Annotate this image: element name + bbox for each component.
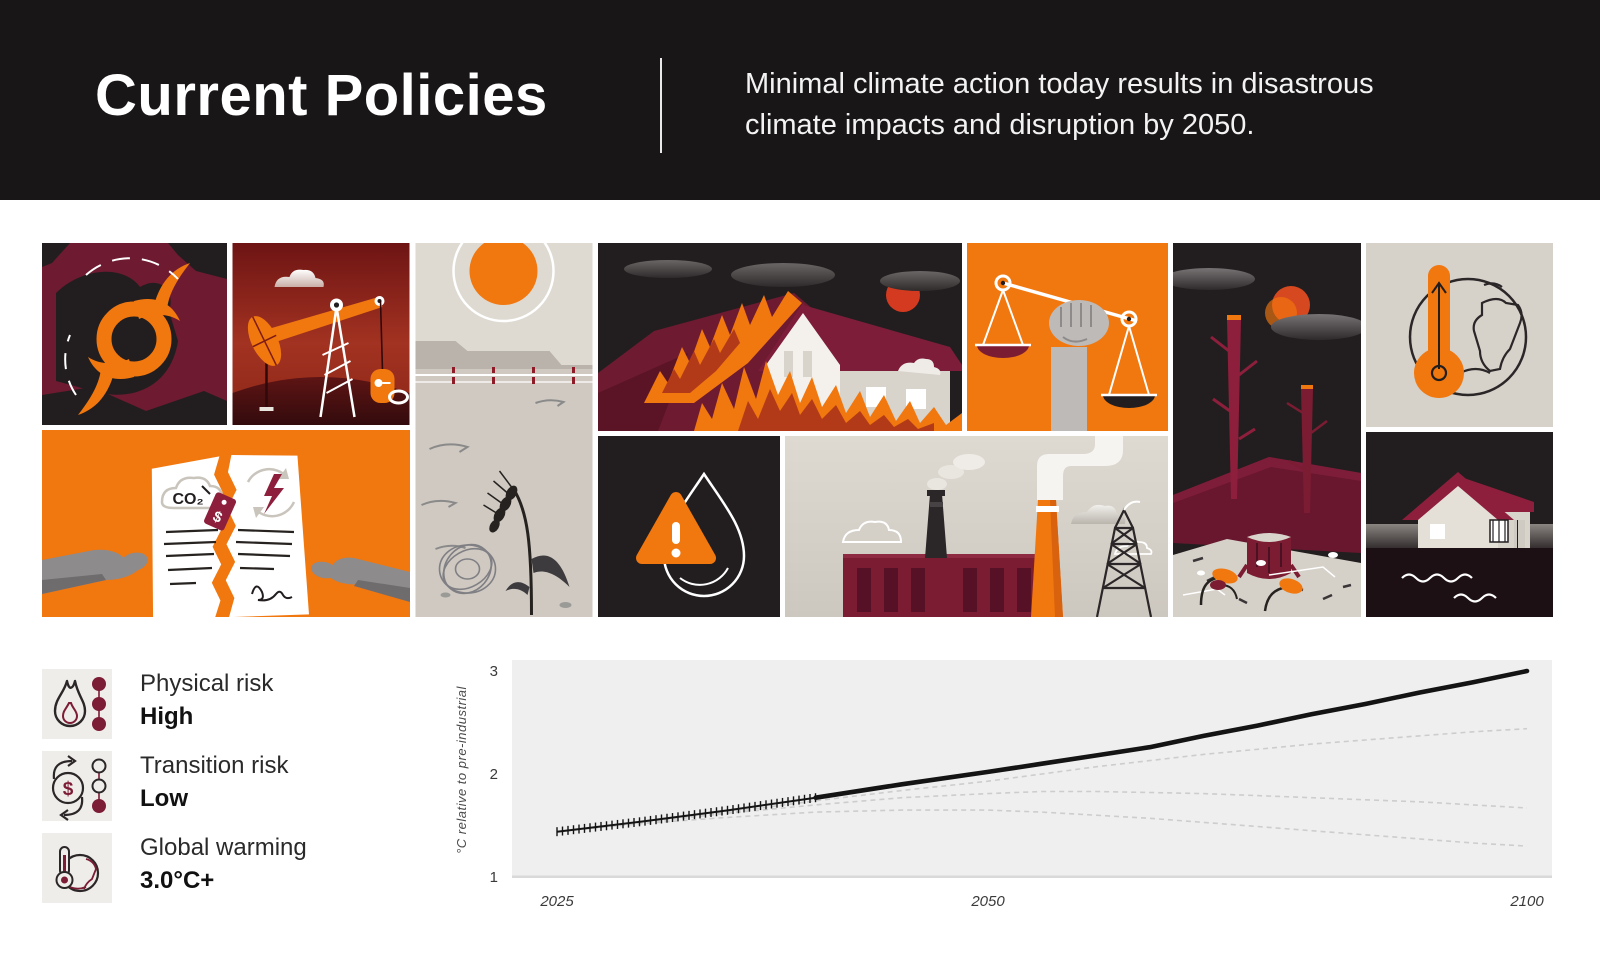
- factory-icon: [785, 436, 1168, 617]
- svg-text:2050: 2050: [970, 893, 1005, 910]
- warming-trajectory-chart: 3 2 1 °C relative to pre-industrial 2025 2050…: [440, 630, 1600, 935]
- global-warming-icon-tile: [42, 833, 112, 903]
- legend-item-physical-risk: Physical risk High: [42, 669, 442, 739]
- tile-fossil-industry-illustration: [785, 436, 1168, 617]
- drought-icon: [415, 243, 593, 617]
- global-warming-label: Global warming: [140, 834, 307, 861]
- transition-risk-value: Low: [140, 785, 188, 812]
- wildfire-icon: [598, 243, 962, 431]
- pumpjack-icon: [232, 243, 410, 425]
- transition-risk-label: Transition risk: [140, 752, 289, 779]
- illustration-mosaic: CO₂ $: [42, 243, 1553, 617]
- dead-forest-icon: [1173, 243, 1361, 617]
- tile-flooded-house-illustration: [1366, 432, 1553, 617]
- legend-item-transition-risk: $ Transition risk Low: [42, 751, 442, 821]
- physical-risk-value: High: [140, 703, 194, 730]
- subtitle-line-1: Minimal climate action today results in …: [745, 68, 1374, 100]
- page-title: Current Policies: [95, 63, 548, 128]
- tile-drought-illustration: [415, 243, 593, 617]
- torn-contract-icon: CO₂ $: [42, 430, 410, 617]
- transition-cycle-icon: $: [51, 755, 107, 821]
- tile-global-heating-illustration: [1366, 243, 1553, 427]
- physical-risk-label: Physical risk: [140, 670, 274, 697]
- globe-thermometer-small-icon: [55, 846, 100, 893]
- svg-text:2100: 2100: [1509, 893, 1544, 910]
- svg-text:1: 1: [490, 869, 498, 886]
- flooded-house-icon: [1366, 432, 1553, 617]
- transition-risk-icon-tile: $: [42, 751, 112, 821]
- svg-text:2025: 2025: [539, 893, 574, 910]
- tile-hurricane-illustration: [42, 243, 227, 425]
- header-divider: [660, 58, 662, 153]
- line-chart: 3 2 1 °C relative to pre-industrial 2025 2050…: [454, 660, 1552, 910]
- hurricane-icon: [42, 243, 227, 425]
- svg-text:3: 3: [490, 663, 498, 680]
- header-band: Current Policies Minimal climate action …: [0, 0, 1600, 200]
- tile-torn-contract-illustration: CO₂ $: [42, 430, 410, 617]
- tile-oil-pumpjack-illustration: [232, 243, 410, 425]
- legend-item-global-warming: Global warming 3.0°C+: [42, 833, 442, 903]
- dollar-glyph: $: [63, 779, 74, 800]
- svg-text:2: 2: [490, 766, 498, 783]
- globe-thermometer-icon: [1366, 243, 1553, 427]
- svg-text:°C relative to pre-industrial: °C relative to pre-industrial: [454, 685, 469, 853]
- tile-justice-illustration: [967, 243, 1168, 431]
- page-subtitle: Minimal climate action today results in …: [745, 64, 1374, 146]
- tile-deforestation-illustration: [1173, 243, 1361, 617]
- water-warning-icon: [598, 436, 780, 617]
- subtitle-line-2: climate impacts and disruption by 2050.: [745, 109, 1255, 141]
- global-warming-value: 3.0°C+: [140, 867, 215, 894]
- flame-icon: [53, 677, 106, 731]
- scales-icon: [967, 243, 1168, 431]
- physical-risk-icon-tile: [42, 669, 112, 739]
- tile-wildfire-illustration: [598, 243, 962, 431]
- tile-water-scarcity-illustration: [598, 436, 780, 617]
- co2-label: CO₂: [172, 491, 203, 508]
